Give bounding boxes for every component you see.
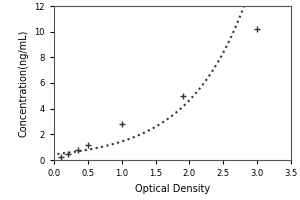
X-axis label: Optical Density: Optical Density — [135, 184, 210, 194]
Y-axis label: Concentration(ng/mL): Concentration(ng/mL) — [19, 29, 29, 137]
